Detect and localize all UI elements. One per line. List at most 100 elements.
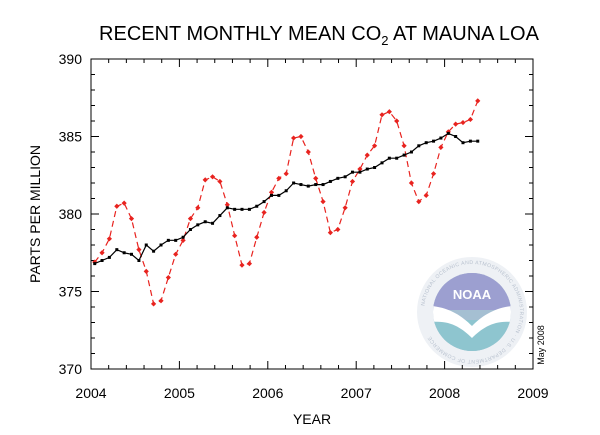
data-point	[314, 183, 318, 187]
data-point	[225, 206, 229, 210]
data-point	[284, 189, 288, 193]
data-point	[460, 119, 466, 126]
data-point	[150, 301, 157, 307]
data-point	[247, 207, 251, 211]
data-point	[453, 121, 459, 127]
y-tick-label: 390	[59, 51, 83, 67]
data-point	[342, 205, 348, 211]
data-point	[387, 156, 391, 160]
data-point	[158, 298, 164, 304]
data-point	[461, 141, 465, 145]
data-point	[292, 181, 296, 185]
data-point	[313, 175, 319, 181]
data-point	[438, 144, 444, 150]
data-point	[218, 214, 222, 218]
data-point	[100, 259, 104, 262]
y-tick-label: 385	[59, 129, 83, 145]
data-point	[336, 176, 340, 180]
noaa-logo: NOAA NATIONAL OCEANIC AND ATMOSPHERIC AD…	[417, 257, 527, 367]
x-tick-label: 2005	[164, 385, 195, 401]
data-point	[181, 235, 185, 239]
chart-title: RECENT MONTHLY MEAN CO2 AT MAUNA LOA	[99, 23, 540, 48]
data-point	[408, 180, 415, 186]
data-point	[159, 243, 163, 247]
data-point	[122, 251, 126, 255]
data-point	[187, 216, 194, 222]
data-point	[283, 171, 289, 177]
x-tick-label: 2006	[252, 385, 283, 401]
data-point	[217, 178, 223, 185]
data-point	[357, 166, 363, 172]
data-point	[202, 177, 208, 183]
data-point	[128, 216, 135, 222]
data-point	[349, 178, 356, 185]
data-point	[203, 220, 207, 224]
data-point	[136, 247, 142, 253]
chart-title-suffix: AT MAUNA LOA	[389, 23, 540, 45]
data-point	[430, 171, 437, 177]
data-point	[439, 136, 443, 140]
data-point	[224, 202, 230, 208]
date-stamp: May 2008	[536, 325, 546, 365]
data-point	[115, 248, 119, 252]
data-point	[299, 183, 303, 187]
data-point	[107, 255, 111, 259]
data-point	[402, 153, 406, 157]
data-point	[365, 167, 369, 171]
data-point	[209, 174, 216, 180]
chart-title-subscript: 2	[381, 33, 388, 48]
data-point	[261, 209, 267, 216]
data-point	[166, 238, 170, 242]
data-point	[305, 149, 311, 155]
data-point	[371, 143, 378, 149]
data-point	[144, 243, 148, 247]
y-axis-ticks: 370 375 380 385 390	[59, 51, 533, 377]
x-tick-label: 2004	[75, 385, 106, 401]
data-point	[358, 170, 362, 174]
x-tick-label: 2008	[429, 385, 460, 401]
data-point	[173, 251, 179, 257]
data-point	[174, 238, 178, 242]
series-0	[92, 98, 481, 307]
data-point	[188, 228, 192, 231]
data-point	[454, 135, 458, 138]
data-point	[423, 192, 429, 198]
data-point	[165, 274, 171, 281]
data-point	[129, 252, 133, 256]
data-point	[416, 199, 422, 205]
data-point	[93, 262, 97, 266]
data-point	[254, 234, 260, 240]
data-point	[137, 259, 141, 262]
data-point	[380, 161, 384, 165]
data-point	[432, 139, 436, 143]
data-point	[386, 109, 392, 115]
data-point	[446, 131, 450, 135]
data-point	[152, 249, 156, 253]
data-point	[401, 143, 407, 149]
data-point	[99, 250, 105, 256]
data-point	[195, 205, 201, 211]
data-point	[343, 175, 347, 179]
data-point	[92, 259, 98, 265]
data-point	[240, 207, 244, 211]
data-point	[246, 261, 253, 267]
data-point	[121, 200, 127, 206]
data-point	[321, 183, 325, 187]
data-point	[475, 98, 481, 104]
data-point	[270, 193, 274, 197]
data-point	[306, 184, 310, 188]
x-axis-ticks: 2004 2005 2006 2007 2008 2009	[75, 59, 549, 401]
data-point	[468, 139, 472, 143]
y-tick-label: 370	[59, 361, 83, 377]
data-point	[395, 156, 399, 160]
data-point	[180, 237, 186, 243]
data-point	[364, 152, 370, 158]
data-point	[379, 112, 385, 118]
data-point	[335, 226, 341, 233]
data-point	[233, 207, 237, 211]
data-point	[350, 170, 354, 174]
data-point	[298, 133, 304, 140]
data-point	[232, 233, 238, 239]
data-point	[143, 268, 149, 274]
